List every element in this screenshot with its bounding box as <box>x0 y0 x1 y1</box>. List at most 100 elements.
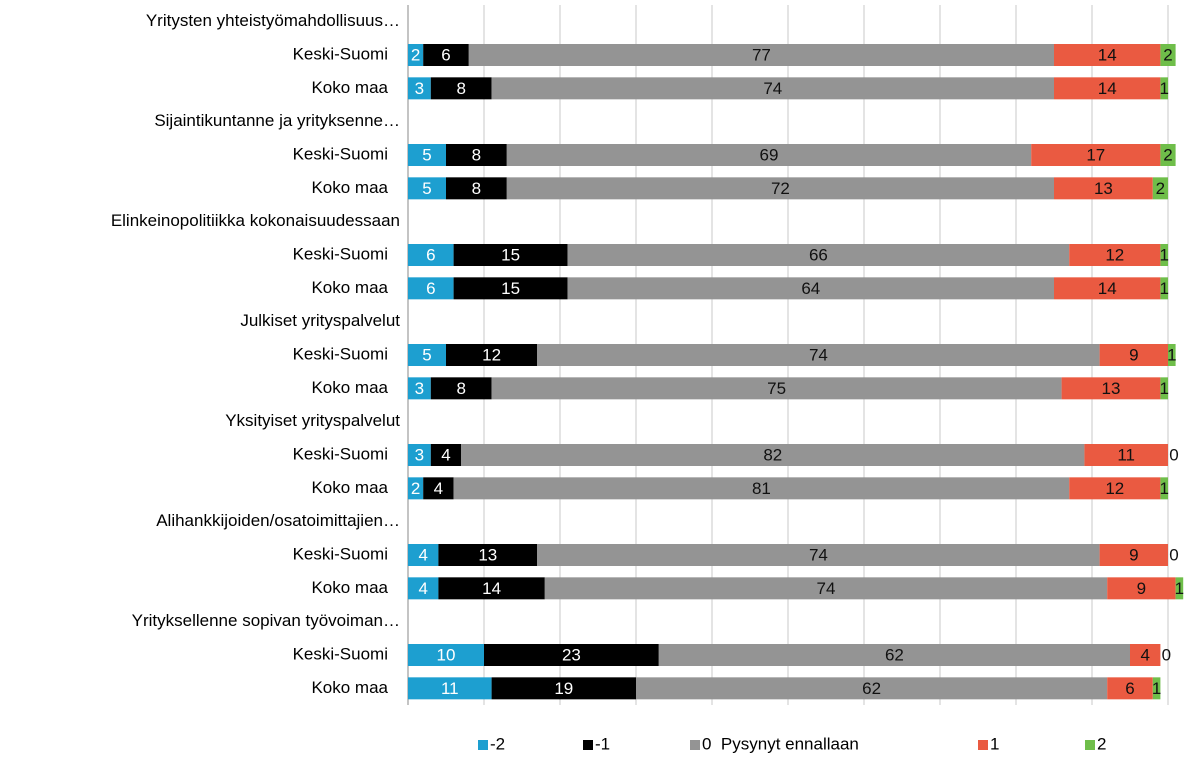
bar-segment <box>1130 644 1161 666</box>
data-label: 1 <box>1152 679 1161 698</box>
bar-segment <box>1099 344 1168 366</box>
bar-segment <box>1107 677 1153 700</box>
data-label: 1 <box>1159 479 1168 498</box>
legend-swatch <box>690 740 700 750</box>
bar-segment <box>408 377 431 400</box>
group-label: Sijaintikuntanne ja yrityksenne… <box>154 111 400 130</box>
bar-segment <box>567 277 1054 300</box>
bar-segment <box>468 44 1054 66</box>
category-label: Keski-Suomi <box>293 244 388 263</box>
bar-segment <box>438 544 538 566</box>
category-label: Koko maa <box>311 278 388 297</box>
data-label: 82 <box>763 445 782 464</box>
category-label: Koko maa <box>311 478 388 497</box>
data-label: 3 <box>415 379 424 398</box>
bar-segment <box>484 644 659 666</box>
bar-segment <box>1168 344 1176 366</box>
bar-segment <box>408 144 446 166</box>
data-label: 8 <box>472 179 481 198</box>
bar-segment <box>1061 377 1161 400</box>
data-label: 62 <box>862 679 881 698</box>
data-label: 10 <box>437 645 456 664</box>
bar-segment <box>506 144 1032 166</box>
data-label: 14 <box>482 579 501 598</box>
data-label: 19 <box>554 679 573 698</box>
data-label: 8 <box>472 145 481 164</box>
bar-segment <box>1099 544 1168 566</box>
bar-segment <box>408 77 431 100</box>
data-label: 66 <box>809 245 828 264</box>
data-label: 11 <box>1117 445 1135 464</box>
category-label: Keski-Suomi <box>293 544 388 563</box>
bar-segment <box>1152 677 1161 700</box>
category-label: Koko maa <box>311 578 388 597</box>
bar-segment <box>446 177 507 200</box>
data-label: 6 <box>426 245 435 264</box>
data-label: 11 <box>441 679 459 698</box>
bar-segment <box>430 77 492 100</box>
data-label: 2 <box>411 45 420 64</box>
data-label: 62 <box>885 645 904 664</box>
bar-segment <box>1054 77 1161 100</box>
bar-segment <box>1175 577 1184 600</box>
data-label: 2 <box>411 479 420 498</box>
data-label: 14 <box>1098 79 1117 98</box>
category-label: Keski-Suomi <box>293 644 388 663</box>
bar-segment <box>1160 277 1168 300</box>
data-label: 6 <box>441 45 450 64</box>
bar-segment <box>430 444 462 466</box>
category-label: Keski-Suomi <box>293 444 388 463</box>
data-label: 0 <box>1169 545 1178 564</box>
data-label: 1 <box>1167 345 1176 364</box>
bar-segment <box>1160 477 1168 500</box>
data-label: 0 <box>1169 445 1178 464</box>
category-label: Keski-Suomi <box>293 144 388 163</box>
data-label: 8 <box>456 379 465 398</box>
data-label: 4 <box>418 545 427 564</box>
group-label: Alihankkijoiden/osatoimittajien… <box>156 511 400 530</box>
data-label: 74 <box>809 345 828 364</box>
bar-segment <box>423 477 454 500</box>
bar-segment <box>537 344 1100 366</box>
bar-segment <box>453 277 568 300</box>
data-label: 9 <box>1137 579 1146 598</box>
data-label: 13 <box>1094 179 1113 198</box>
data-label: 1 <box>1159 279 1168 298</box>
group-label: Yrityksellenne sopivan työvoiman… <box>132 611 400 630</box>
data-label: 17 <box>1086 145 1105 164</box>
bar-segment <box>408 677 492 700</box>
bar-segment <box>1054 44 1161 66</box>
data-label: 2 <box>1156 179 1165 198</box>
group-label: Yksityiset yrityspalvelut <box>225 411 400 430</box>
bar-segment <box>408 644 484 666</box>
group-label: Julkiset yrityspalvelut <box>240 311 400 330</box>
data-label: 2 <box>1163 45 1172 64</box>
legend-label: 1 <box>990 734 999 753</box>
bar-segment <box>1084 444 1168 466</box>
data-label: 9 <box>1129 545 1138 564</box>
category-label: Keski-Suomi <box>293 344 388 363</box>
bar-segment <box>567 244 1070 266</box>
bar-segment <box>408 544 439 566</box>
legend-swatch <box>583 740 593 750</box>
bar-segment <box>658 644 1130 666</box>
data-label: 5 <box>422 145 431 164</box>
data-label: 5 <box>422 179 431 198</box>
bar-segment <box>408 44 424 66</box>
bar-segment <box>1069 244 1161 266</box>
data-label: 6 <box>1125 679 1134 698</box>
data-label: 69 <box>760 145 779 164</box>
data-label: 2 <box>1163 145 1172 164</box>
bar-segment <box>1152 177 1168 200</box>
legend-label: 0 Pysynyt ennallaan <box>702 734 859 753</box>
bar-segment <box>1160 244 1168 266</box>
bar-segment <box>636 677 1108 700</box>
data-label: 4 <box>1140 645 1149 664</box>
bar-segment <box>491 677 636 700</box>
data-label: 3 <box>415 79 424 98</box>
group-label: Yritysten yhteistyömahdollisuus… <box>146 11 400 30</box>
data-label: 14 <box>1098 279 1117 298</box>
data-label: 23 <box>562 645 581 664</box>
bar-segment <box>1054 177 1153 200</box>
data-label: 14 <box>1098 45 1117 64</box>
